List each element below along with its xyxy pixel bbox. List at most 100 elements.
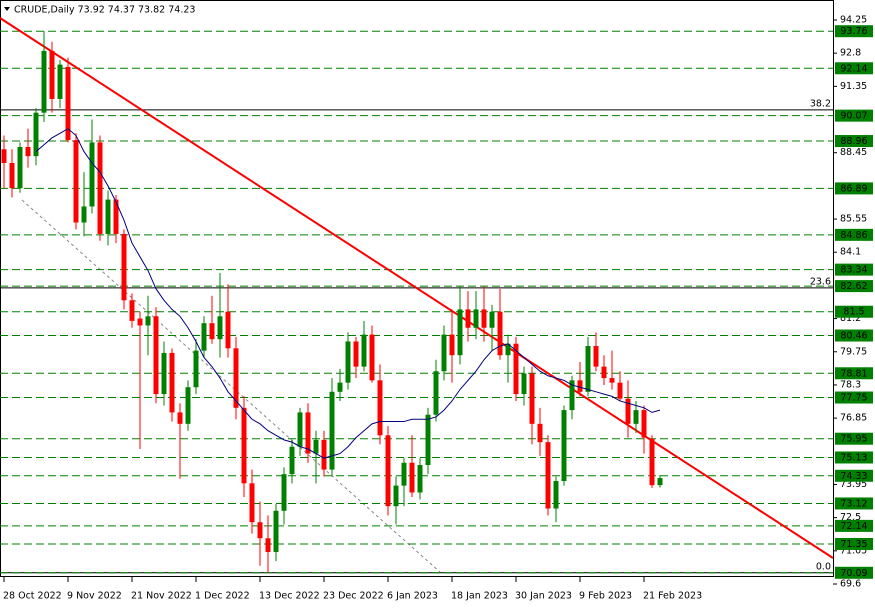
level-label: 77.75 (840, 393, 867, 404)
level-label: 72.14 (840, 521, 867, 532)
y-tick-label: 73.95 (840, 479, 867, 490)
level-box (835, 228, 873, 241)
candle-body (49, 50, 55, 99)
candle-body (185, 387, 191, 424)
candle-body (657, 478, 663, 486)
level-label: 75.13 (840, 452, 867, 463)
candle-body (489, 311, 495, 328)
level-label: 93.76 (840, 26, 867, 37)
candle-body (281, 474, 287, 511)
candle-body (441, 334, 447, 372)
candle-body (313, 439, 319, 454)
candle-body (393, 485, 399, 507)
level-label: 86.89 (840, 183, 867, 194)
candle-body (105, 199, 111, 234)
y-tick-label: 69.6 (840, 579, 861, 590)
level-box (835, 305, 873, 318)
menu-arrow (4, 7, 10, 11)
candle-body (473, 309, 479, 328)
x-tick-label: 9 Feb 2023 (579, 591, 632, 602)
fib-label: 0.0 (816, 561, 831, 572)
x-tick-label: 23 Dec 2022 (323, 591, 384, 602)
candle-body (193, 350, 199, 388)
candle-body (361, 334, 367, 367)
candle-body (225, 311, 231, 349)
candle-body (17, 146, 23, 189)
candle-body (529, 373, 535, 424)
y-tick-label: 72.5 (840, 512, 861, 523)
candle-body (641, 410, 647, 438)
candle-body (545, 442, 551, 509)
level-box (835, 537, 873, 550)
candle-body (537, 423, 543, 443)
y-tick-label: 84.1 (840, 247, 861, 258)
level-box (835, 391, 873, 404)
level-label: 82.62 (840, 281, 867, 292)
candle-body (457, 309, 463, 356)
candle-body (329, 391, 335, 470)
candle-body (9, 163, 15, 189)
candle-body (273, 510, 279, 552)
level-label: 84.86 (840, 230, 867, 241)
level-label: 74.33 (840, 471, 867, 482)
level-box (835, 367, 873, 380)
candle-body (33, 112, 39, 157)
candle-body (177, 412, 183, 424)
trend-line (0, 17, 834, 559)
candle-body (137, 318, 143, 326)
x-tick-label: 1 Dec 2022 (195, 591, 250, 602)
candle-body (353, 341, 359, 367)
candle-body (169, 352, 175, 413)
level-box (835, 135, 873, 148)
x-tick-label: 18 Jan 2023 (451, 591, 508, 602)
level-label: 88.96 (840, 136, 867, 147)
level-box (835, 109, 873, 122)
candle-body (385, 435, 391, 507)
candle-body (345, 341, 351, 383)
level-label: 83.34 (840, 265, 867, 276)
x-tick-label: 9 Nov 2022 (67, 591, 122, 602)
plot-frame (0, 0, 834, 577)
candle-body (377, 380, 383, 436)
candle-body (369, 334, 375, 381)
level-box (835, 519, 873, 532)
candle-body (633, 410, 639, 424)
level-box (835, 566, 873, 579)
candle-body (97, 142, 103, 234)
y-tick-label: 88.45 (840, 147, 867, 158)
y-tick-label: 71.05 (840, 545, 867, 556)
candle-body (417, 465, 423, 493)
level-label: 80.46 (840, 331, 867, 342)
candle-body (161, 352, 167, 395)
candle-body (209, 323, 215, 340)
candle-body (521, 373, 527, 395)
candle-body (73, 140, 79, 223)
candle-body (569, 380, 575, 411)
level-label: 81.5 (843, 307, 864, 318)
candle-body (585, 346, 591, 392)
fib-label: 23.6 (810, 276, 831, 287)
candle-body (153, 316, 159, 395)
candle-body (609, 378, 615, 383)
x-tick-label: 30 Jan 2023 (515, 591, 572, 602)
level-box (835, 182, 873, 195)
candle-body (513, 343, 519, 395)
level-label: 92.14 (840, 63, 867, 74)
candle-body (577, 380, 583, 392)
level-box (835, 280, 873, 293)
candle-body (625, 398, 631, 424)
y-tick-label: 81.2 (840, 313, 861, 324)
y-tick-label: 79.75 (840, 346, 867, 357)
candle-body (57, 64, 63, 99)
candle-body (233, 348, 239, 408)
fib-label: 38.2 (810, 98, 831, 109)
level-label: 75.95 (840, 434, 867, 445)
level-box (835, 432, 873, 445)
candle-body (481, 309, 487, 328)
candle-body (553, 481, 559, 509)
chart-title: CRUDE,Daily 73.92 74.37 73.82 74.23 (14, 5, 195, 16)
candle-body (121, 233, 127, 301)
candle-body (81, 206, 87, 223)
candle-body (601, 366, 607, 379)
candle-body (497, 311, 503, 356)
